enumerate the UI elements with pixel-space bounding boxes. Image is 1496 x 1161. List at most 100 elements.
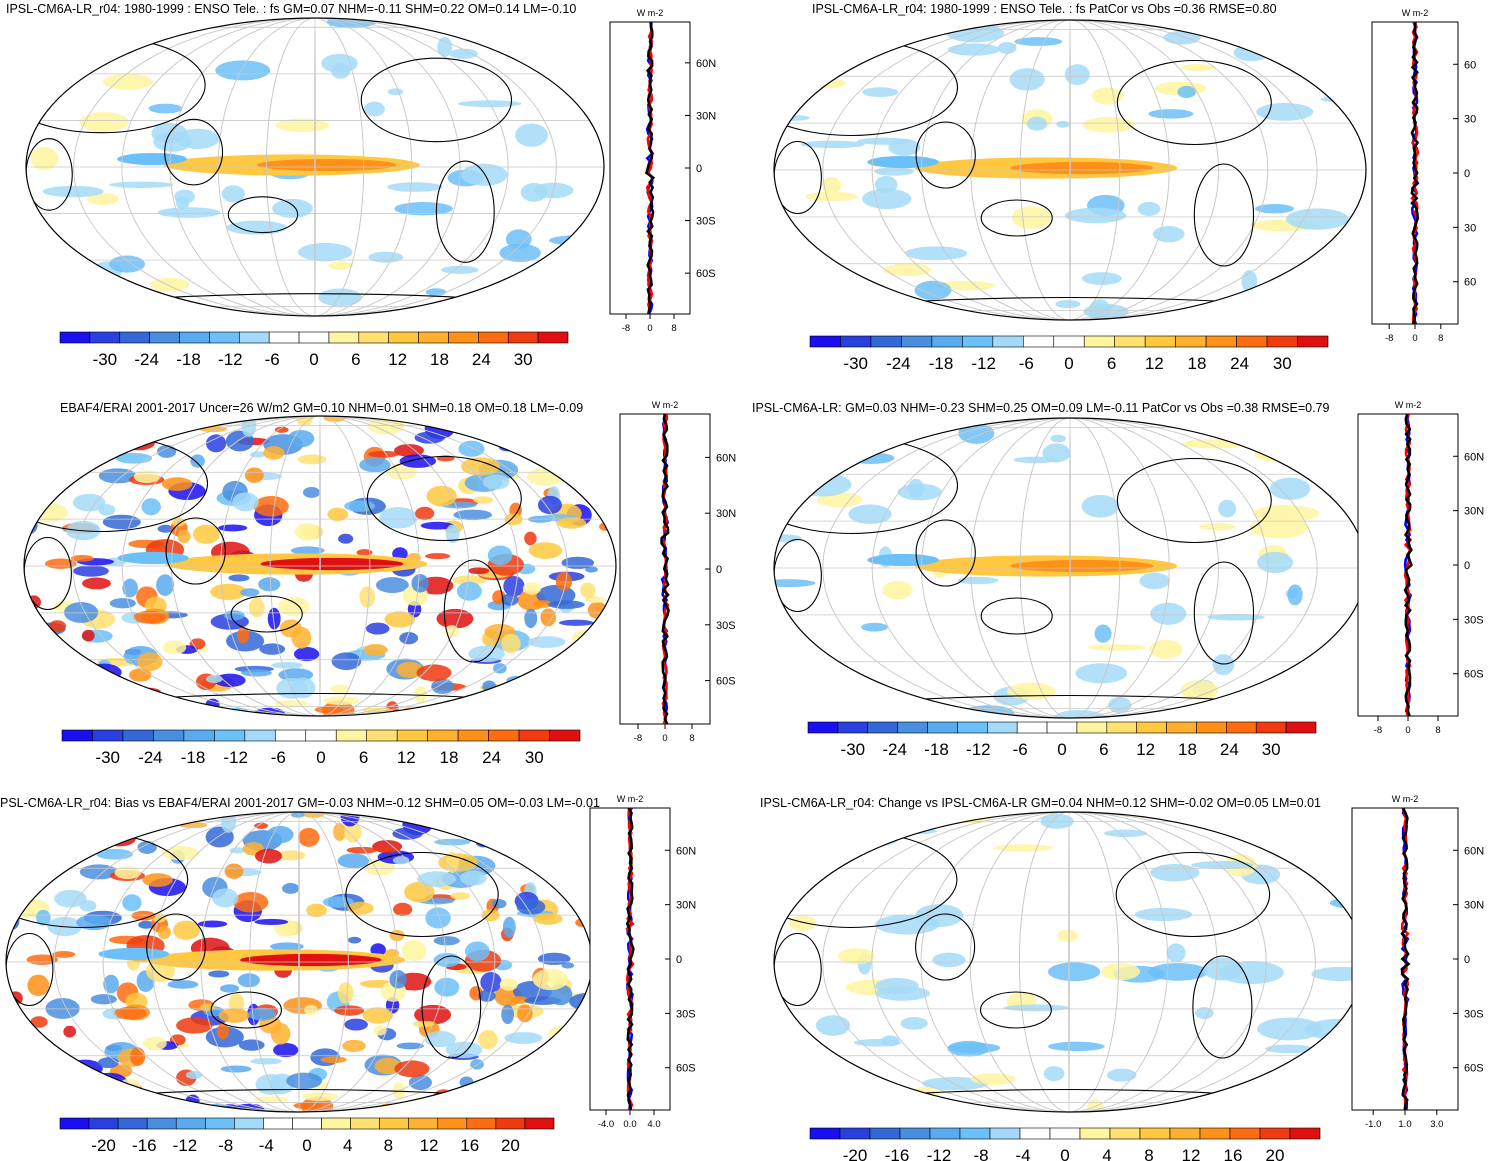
field-blob [394, 1060, 430, 1078]
field-blob [375, 846, 400, 853]
robinson-map [773, 19, 1367, 321]
field-blob [1026, 116, 1048, 131]
colorbar-swatch [929, 1127, 961, 1140]
field-blob [208, 970, 230, 978]
colorbar-swatch [1266, 335, 1298, 348]
field-blob [105, 431, 133, 441]
lat-tick-label: 30N [1464, 506, 1484, 518]
field-blob [825, 853, 841, 862]
warm-pool-anomaly [867, 553, 939, 567]
colorbar-swatch [305, 729, 337, 742]
lat-tick-label: 30S [676, 1008, 696, 1020]
colorbar-tick-label: -12 [927, 1146, 952, 1161]
colorbar-swatch [238, 331, 270, 344]
colorbar-swatch [901, 335, 933, 348]
field-blob [356, 549, 373, 556]
field-blob [1047, 1041, 1105, 1052]
colorbar-swatch [869, 1127, 901, 1140]
lat-tick-label: 30S [1464, 614, 1484, 626]
field-blob [139, 416, 159, 427]
coastline [435, 160, 495, 263]
field-blob [150, 277, 190, 292]
meridian-line [822, 418, 1318, 718]
lat-tick-label: 60N [716, 452, 736, 464]
field-blob [103, 73, 153, 90]
colorbar-swatch [1106, 721, 1138, 734]
field-blob [146, 305, 194, 316]
colorbar-swatch [117, 1117, 148, 1130]
field-blob [133, 470, 160, 484]
x-tick-label: -8 [622, 323, 630, 334]
field-blob [396, 1042, 424, 1050]
colorbar-tick-label: -8 [973, 1146, 988, 1161]
field-blob [537, 420, 573, 438]
field-blob [328, 261, 354, 270]
robinson-map [773, 417, 1367, 719]
colorbar-tick-label: 12 [1136, 740, 1155, 759]
meridian-line [871, 20, 1269, 320]
colorbar-swatch [992, 335, 1024, 348]
coastline [360, 57, 513, 143]
field-blob [532, 968, 569, 991]
colorbar-swatch [437, 1117, 468, 1130]
field-blob [483, 416, 496, 422]
field-blob [396, 661, 424, 679]
colorbar-swatch [1289, 1127, 1321, 1140]
colorbar-tick-label: 12 [397, 748, 416, 767]
field-blob [42, 185, 104, 198]
field-blob [499, 243, 541, 263]
field-blob [774, 474, 788, 489]
field-blob [1218, 499, 1237, 518]
meridian-line [970, 418, 1170, 718]
colorbar-swatch [1226, 721, 1257, 734]
colorbar-tick-label: 6 [359, 748, 368, 767]
field-blob [36, 909, 51, 926]
field-blob [393, 902, 413, 917]
field-blob [1101, 963, 1141, 981]
field-blob [862, 188, 912, 210]
field-blob [373, 1025, 387, 1036]
field-blob [494, 818, 511, 829]
lat-tick-label: 30N [696, 110, 716, 122]
colorbar-swatch [1046, 721, 1078, 734]
colorbar-swatch [1109, 1127, 1141, 1140]
field-blob [517, 422, 534, 433]
field-blob [89, 293, 111, 315]
colorbar-swatch [88, 1117, 119, 1130]
field-blob [1207, 613, 1265, 621]
field-blob [503, 575, 525, 597]
lat-tick-label: 60N [696, 58, 716, 70]
field-blob [162, 640, 187, 655]
panel-title: PSL-CM6A-LR_r04: Bias vs EBAF4/ERAI 2001… [0, 796, 600, 810]
colorbar-tick-label: -6 [271, 748, 286, 767]
colorbar-swatch [840, 335, 872, 348]
field-blob [522, 582, 541, 595]
field-blob [887, 812, 924, 828]
field-blob [174, 189, 195, 204]
field-blob [431, 678, 455, 695]
field-blob [272, 198, 313, 218]
colorbar: -30 -24 -18 -12 -6 0 6 12 18 24 30 [809, 335, 1329, 373]
coastline [915, 913, 976, 981]
field-blob [73, 1097, 87, 1108]
field-blob [888, 139, 921, 156]
field-blob [499, 978, 518, 991]
x-tick-label: 0 [1412, 333, 1417, 344]
field-blob [874, 175, 898, 193]
field-blob [1251, 428, 1267, 453]
field-blob [501, 1004, 515, 1025]
field-blob [793, 472, 852, 497]
coastline [774, 140, 822, 215]
field-blob [545, 686, 582, 694]
field-blob [504, 1032, 543, 1044]
lat-tick-label: 60 [1464, 59, 1476, 71]
field-blob [177, 529, 191, 544]
equatorial-core [1010, 559, 1154, 573]
colorbar-tick-label: 0 [302, 1136, 311, 1155]
field-blob [862, 87, 899, 98]
coastline [979, 991, 1052, 1029]
zonal-line [625, 807, 635, 1111]
field-blob [875, 977, 919, 995]
field-blob [481, 695, 500, 710]
field-blob [1150, 602, 1187, 625]
